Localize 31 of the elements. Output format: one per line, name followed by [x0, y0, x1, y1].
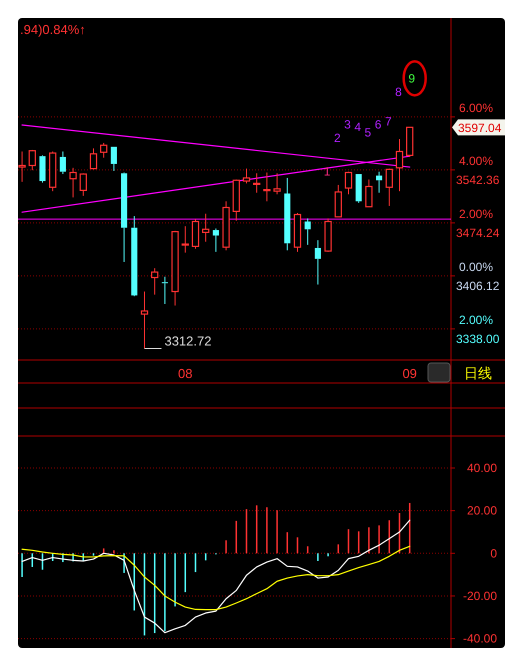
y2-tick-label: 2.00% — [459, 206, 494, 221]
x-tick-label: 08 — [178, 366, 193, 381]
annotation: 3 — [344, 118, 352, 132]
annotation: 8 — [395, 85, 402, 100]
text: 日线 — [464, 365, 492, 381]
y2-tick-label: 2.00% — [459, 312, 494, 327]
y-tick-label: -20.00 — [462, 588, 498, 603]
y2-tick-label: 0.00% — [459, 260, 494, 274]
y-tick-label: 3474.24 — [456, 226, 500, 240]
line-series — [21, 546, 410, 610]
annotation: 7 — [384, 114, 392, 129]
annotation: 5 — [364, 125, 372, 140]
y-tick-label: 3338.00 — [456, 332, 500, 346]
y-tick-label: 20.00 — [466, 504, 498, 518]
y-tick-label: 0 — [490, 546, 498, 560]
annotation: 3312.72 — [164, 334, 212, 349]
y-tick-label: -40.00 — [462, 632, 498, 646]
annotation: 1 — [324, 164, 331, 178]
annotation: 4 — [354, 120, 362, 134]
annotation: 9 — [408, 71, 416, 86]
y-tick-label: 40.00 — [466, 460, 498, 475]
annotation: 2 — [334, 130, 341, 145]
text: 3597.04 — [458, 120, 502, 135]
x-tick-label: 09 — [402, 366, 417, 381]
chart-title: .94)0.84%↑ — [20, 22, 86, 37]
annotation: 6 — [374, 118, 382, 132]
y2-tick-label: 6.00% — [459, 100, 494, 115]
y-tick-label: 3542.36 — [456, 172, 500, 187]
y-tick-label: 3406.12 — [456, 278, 500, 293]
line-series — [21, 520, 410, 634]
y2-tick-label: 4.00% — [459, 154, 494, 168]
